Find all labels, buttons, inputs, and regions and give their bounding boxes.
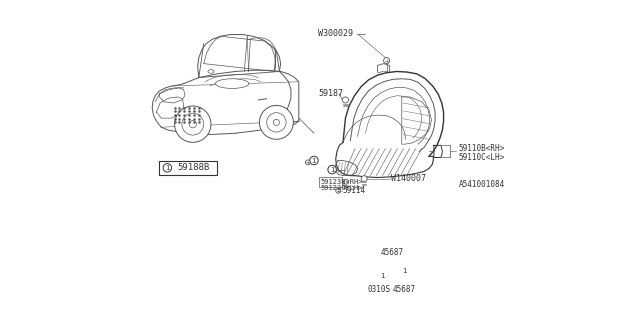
Circle shape xyxy=(361,176,367,182)
Circle shape xyxy=(163,164,172,172)
Text: 45687: 45687 xyxy=(393,285,416,294)
Text: 59123C<LH>: 59123C<LH> xyxy=(320,185,362,191)
Circle shape xyxy=(395,269,400,274)
Text: 59123B<RH>: 59123B<RH> xyxy=(320,179,362,185)
Circle shape xyxy=(344,179,348,184)
Text: 1: 1 xyxy=(312,157,316,164)
Ellipse shape xyxy=(208,70,214,73)
Text: 59187: 59187 xyxy=(318,89,343,98)
Bar xyxy=(319,177,342,187)
Bar xyxy=(159,161,217,175)
Circle shape xyxy=(305,160,310,165)
Circle shape xyxy=(182,113,204,135)
Text: 1: 1 xyxy=(165,165,170,171)
Text: 59188B: 59188B xyxy=(177,163,209,172)
Text: 59110B<RH>: 59110B<RH> xyxy=(458,144,504,153)
Circle shape xyxy=(379,272,386,279)
Circle shape xyxy=(371,273,376,278)
Circle shape xyxy=(383,58,390,64)
Text: 1: 1 xyxy=(403,268,407,274)
Text: 45687: 45687 xyxy=(381,248,404,258)
Circle shape xyxy=(401,268,408,275)
Circle shape xyxy=(273,119,280,125)
Circle shape xyxy=(259,105,293,139)
Text: W300029: W300029 xyxy=(318,29,353,38)
Circle shape xyxy=(175,106,211,142)
Text: 1: 1 xyxy=(380,273,385,279)
Circle shape xyxy=(267,113,286,132)
Circle shape xyxy=(189,121,196,128)
Text: 59110C<LH>: 59110C<LH> xyxy=(458,153,504,162)
Circle shape xyxy=(360,258,365,263)
Circle shape xyxy=(310,156,318,165)
Circle shape xyxy=(328,165,337,174)
Ellipse shape xyxy=(216,79,249,88)
Text: 0310S: 0310S xyxy=(367,285,390,294)
Text: 1: 1 xyxy=(330,167,334,172)
Circle shape xyxy=(336,188,340,193)
Text: 59114: 59114 xyxy=(342,186,365,195)
Circle shape xyxy=(342,97,348,103)
Text: A541001084: A541001084 xyxy=(458,180,505,189)
Text: W140007: W140007 xyxy=(391,174,426,183)
